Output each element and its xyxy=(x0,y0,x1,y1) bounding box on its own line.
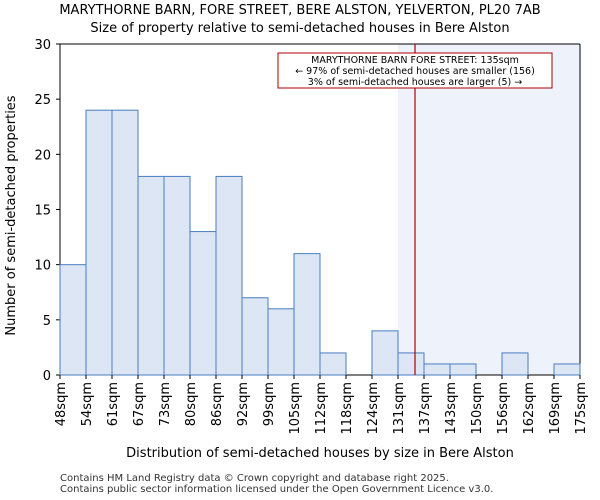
chart-title: MARYTHORNE BARN, FORE STREET, BERE ALSTO… xyxy=(59,3,541,18)
x-tick-label: 92sqm xyxy=(236,382,251,426)
footer-line-2: Contains public sector information licen… xyxy=(60,484,494,495)
x-tick-label: 118sqm xyxy=(340,382,355,435)
x-tick-label: 112sqm xyxy=(314,382,329,435)
y-tick-label: 10 xyxy=(34,259,51,274)
x-tick-label: 61sqm xyxy=(106,382,121,426)
y-tick-label: 15 xyxy=(34,204,51,219)
histogram-bar xyxy=(85,109,113,376)
histogram-bar xyxy=(111,109,139,376)
annotation-larger: 3% of semi-detached houses are larger (5… xyxy=(308,77,522,88)
histogram-bar xyxy=(137,175,165,376)
x-tick-label: 169sqm xyxy=(548,382,563,435)
x-tick-label: 124sqm xyxy=(366,382,381,435)
x-tick-label: 105sqm xyxy=(288,382,303,435)
histogram-bar xyxy=(553,363,581,376)
x-tick-label: 48sqm xyxy=(54,382,69,426)
histogram-bar xyxy=(59,264,87,376)
chart-subtitle: Size of property relative to semi-detach… xyxy=(90,21,510,36)
annotation-title: MARYTHORNE BARN FORE STREET: 135sqm xyxy=(311,55,519,66)
x-tick-label: 99sqm xyxy=(262,382,277,426)
histogram-bar xyxy=(371,330,399,376)
histogram-bar xyxy=(163,175,191,376)
histogram-bar xyxy=(241,297,269,376)
histogram-bar xyxy=(423,363,451,376)
histogram-bar xyxy=(501,352,529,376)
histogram-bar xyxy=(319,352,347,376)
highlight-region xyxy=(398,44,580,375)
x-tick-label: 137sqm xyxy=(418,382,433,435)
y-tick-label: 20 xyxy=(34,148,51,163)
y-axis-title: Number of semi-detached properties xyxy=(4,95,19,335)
x-tick-label: 150sqm xyxy=(470,382,485,435)
histogram-bar xyxy=(293,253,321,376)
histogram-bar xyxy=(267,308,295,376)
x-tick-label: 86sqm xyxy=(210,382,225,426)
annotation-box xyxy=(277,52,553,89)
x-tick-label: 80sqm xyxy=(184,382,199,426)
y-tick-label: 30 xyxy=(34,38,51,53)
x-tick-label: 54sqm xyxy=(80,382,95,426)
y-tick-label: 25 xyxy=(34,93,51,108)
x-tick-label: 175sqm xyxy=(574,382,589,435)
y-tick-label: 5 xyxy=(43,314,51,329)
x-tick-label: 156sqm xyxy=(496,382,511,435)
x-tick-label: 143sqm xyxy=(444,382,459,435)
histogram-bar xyxy=(397,352,425,376)
x-axis-title: Distribution of semi-detached houses by … xyxy=(126,446,514,461)
x-tick-label: 73sqm xyxy=(158,382,173,426)
footer-line-1: Contains HM Land Registry data © Crown c… xyxy=(60,473,449,484)
y-tick-label: 0 xyxy=(43,369,51,384)
x-tick-label: 67sqm xyxy=(132,382,147,426)
histogram-bar xyxy=(189,231,217,376)
annotation-smaller: ← 97% of semi-detached houses are smalle… xyxy=(295,66,535,77)
x-tick-label: 131sqm xyxy=(392,382,407,435)
x-tick-label: 162sqm xyxy=(522,382,537,435)
histogram-bar xyxy=(215,175,243,376)
histogram-bar xyxy=(449,363,477,376)
